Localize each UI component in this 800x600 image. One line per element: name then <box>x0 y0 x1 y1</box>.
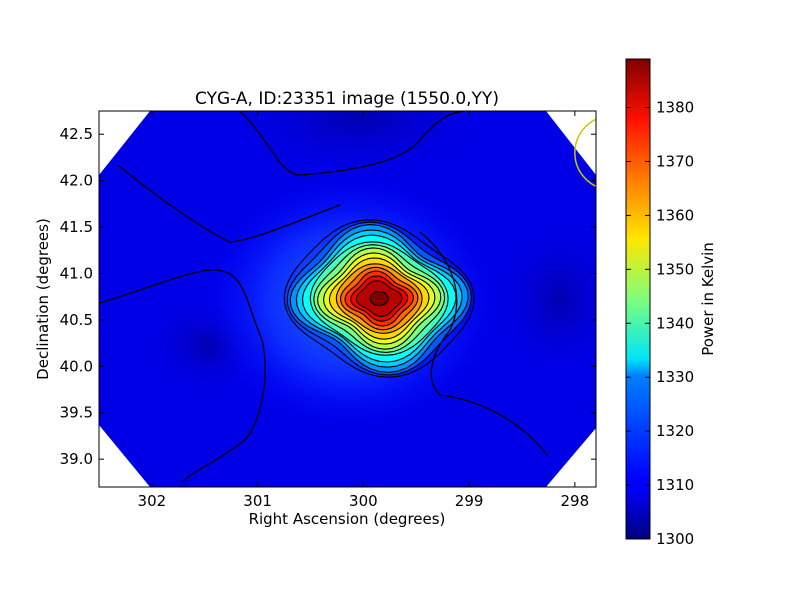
outer-contour <box>99 269 266 482</box>
outer-contour <box>419 231 549 457</box>
contour-line <box>283 219 475 378</box>
plot-area <box>99 111 596 487</box>
y-tick-label: 41.5 <box>60 218 93 236</box>
outer-contour <box>117 164 341 243</box>
y-axis: 39.0 39.5 40.0 40.5 41.0 41.5 42.0 42.5 <box>60 125 596 468</box>
colorbar-tick-label: 1360 <box>656 206 694 224</box>
outer-contour <box>239 111 466 176</box>
y-tick-label: 39.5 <box>60 404 93 422</box>
x-tick-label: 301 <box>243 492 272 510</box>
y-tick-label: 42.5 <box>60 125 93 143</box>
colorbar-gradient <box>625 58 651 540</box>
colorbar-tick-label: 1370 <box>656 152 694 170</box>
dark-region-right <box>500 230 596 370</box>
plot-frame <box>98 110 597 488</box>
beam-circle <box>574 118 596 188</box>
peak-contour <box>369 290 389 307</box>
dark-region-top <box>240 111 480 173</box>
x-axis-label: Right Ascension (degrees) <box>249 510 446 528</box>
colorbar-tick-label: 1320 <box>656 422 694 440</box>
x-axis: 302 301 300 299 298 <box>138 111 590 510</box>
x-tick-label: 298 <box>561 492 590 510</box>
colorbar-tick-label: 1380 <box>656 99 694 117</box>
colorbar-tick-label: 1340 <box>656 314 694 332</box>
x-tick-label: 300 <box>349 492 378 510</box>
heatmap-image <box>99 111 596 487</box>
y-tick-label: 40.0 <box>60 357 93 375</box>
colorbar-label: Power in Kelvin <box>699 242 717 356</box>
y-tick-label: 42.0 <box>60 172 93 190</box>
colorbar-tick-label: 1300 <box>656 530 694 548</box>
colorbar: 1300 1310 1320 1330 1340 1350 1360 1370 1380 Pow… <box>625 58 717 548</box>
chart-title: CYG-A, ID:23351 image (1550.0,YY) <box>195 89 499 109</box>
colorbar-tick-label: 1350 <box>656 260 694 278</box>
x-tick-label: 302 <box>138 492 167 510</box>
colorbar-tick-label: 1330 <box>656 368 694 386</box>
y-tick-label: 41.0 <box>60 264 93 282</box>
y-axis-label: Declination (degrees) <box>34 218 52 380</box>
colorbar-tick-label: 1310 <box>656 476 694 494</box>
colorbar-ticks: 1300 1310 1320 1330 1340 1350 1360 1370 1380 <box>626 99 694 548</box>
x-tick-label: 299 <box>455 492 484 510</box>
contour-group <box>99 111 549 482</box>
y-tick-label: 40.5 <box>60 311 93 329</box>
y-tick-label: 39.0 <box>60 450 93 468</box>
